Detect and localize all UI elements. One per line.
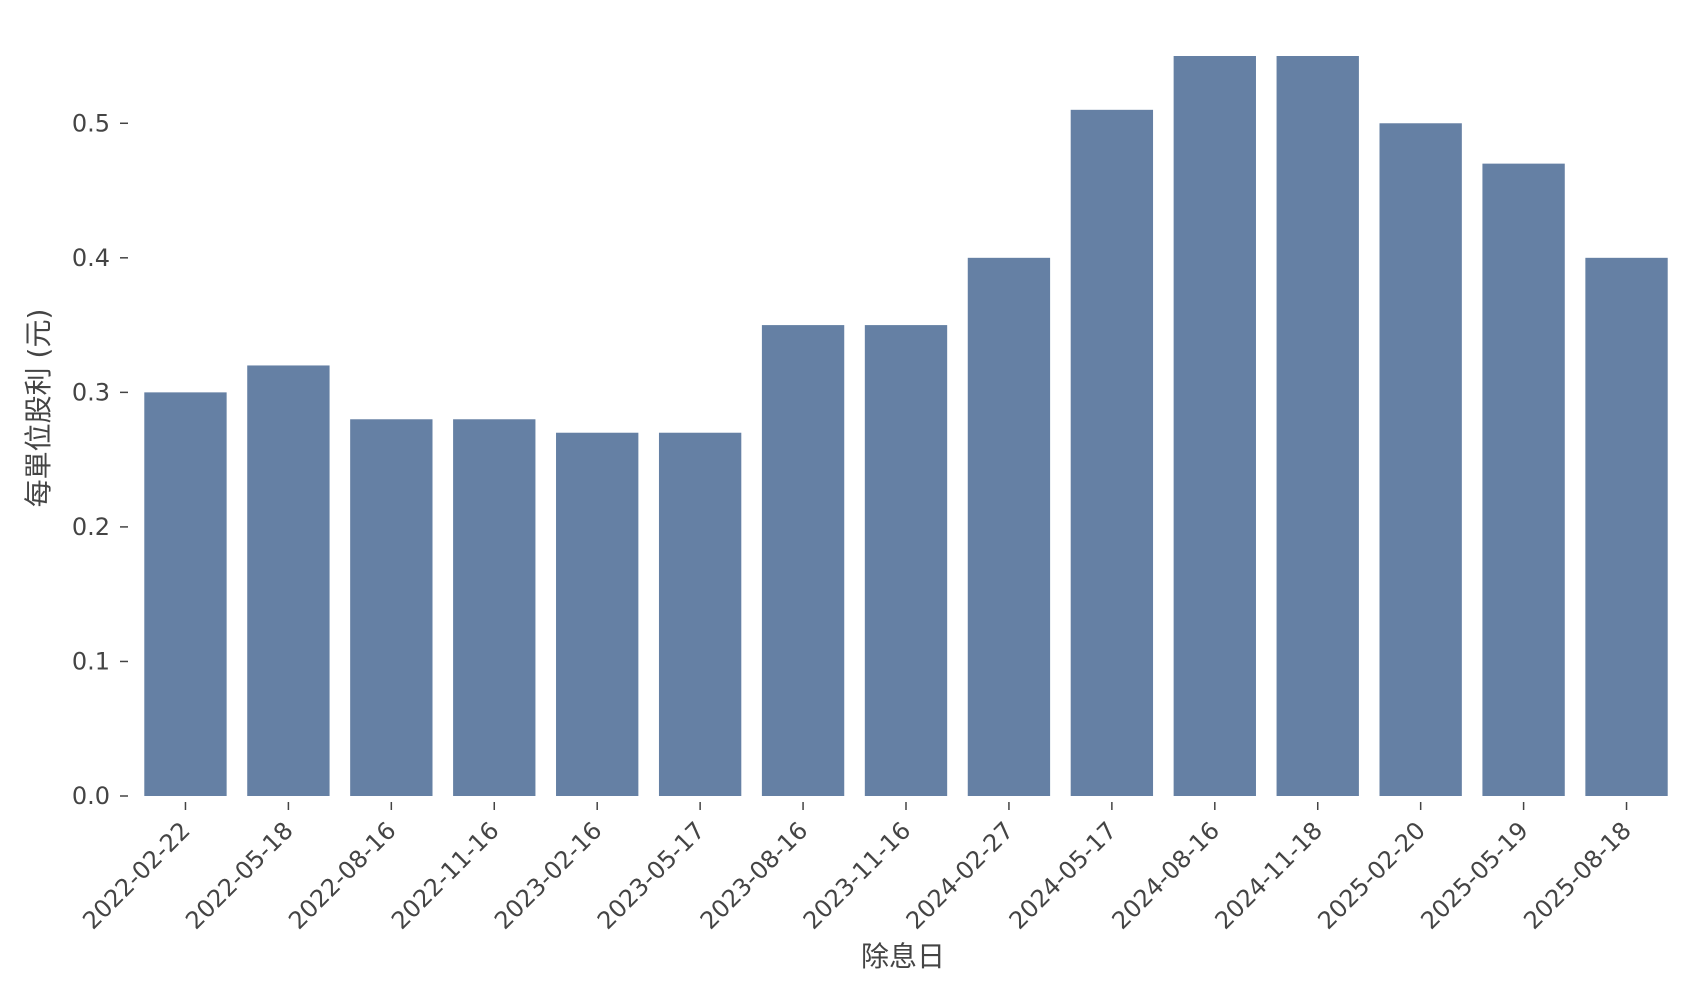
bar-2024-11-18 bbox=[1276, 56, 1359, 796]
y-tick-label: 0.1 bbox=[72, 647, 110, 675]
bar-2025-02-20 bbox=[1379, 123, 1462, 797]
bar-2023-08-16 bbox=[761, 325, 845, 796]
bar-2025-08-18 bbox=[1585, 257, 1668, 796]
x-tick-label: 2022-02-22 bbox=[77, 816, 195, 934]
bar-2025-05-19 bbox=[1482, 163, 1565, 797]
bar-2022-08-16 bbox=[350, 419, 433, 796]
y-tick-label: 0.2 bbox=[72, 513, 110, 541]
x-tick-label: 2024-11-18 bbox=[1210, 816, 1328, 934]
x-tick-label: 2022-11-16 bbox=[386, 816, 504, 934]
x-tick-label: 2024-08-16 bbox=[1107, 816, 1225, 934]
y-tick-label: 0.0 bbox=[72, 782, 110, 810]
bar-2022-11-16 bbox=[453, 419, 536, 796]
x-axis: 2022-02-222022-05-182022-08-162022-11-16… bbox=[77, 802, 1637, 935]
bar-2024-02-27 bbox=[967, 257, 1051, 796]
x-tick-label: 2024-05-17 bbox=[1004, 816, 1122, 934]
bars-group bbox=[144, 56, 1668, 797]
x-tick-label: 2025-02-20 bbox=[1312, 816, 1430, 934]
x-tick-label: 2023-05-17 bbox=[592, 816, 710, 934]
x-axis-label: 除息日 bbox=[861, 940, 945, 973]
y-tick-label: 0.3 bbox=[72, 378, 110, 406]
x-tick-label: 2024-02-27 bbox=[901, 816, 1019, 934]
x-tick-label: 2023-02-16 bbox=[489, 816, 607, 934]
bar-2023-02-16 bbox=[556, 432, 639, 796]
y-tick-label: 0.5 bbox=[72, 109, 110, 137]
x-tick-label: 2022-08-16 bbox=[283, 816, 401, 934]
bar-2023-11-16 bbox=[864, 325, 948, 796]
y-axis-label: 每單位股利 (元) bbox=[22, 309, 55, 508]
x-tick-label: 2025-05-19 bbox=[1415, 816, 1533, 934]
x-tick-label: 2025-08-18 bbox=[1518, 816, 1636, 934]
x-tick-label: 2022-05-18 bbox=[180, 816, 298, 934]
bar-2022-02-22 bbox=[144, 392, 227, 796]
bar-2024-05-17 bbox=[1070, 109, 1154, 797]
bar-2023-05-17 bbox=[658, 432, 742, 796]
x-tick-label: 2023-11-16 bbox=[798, 816, 916, 934]
y-axis: 0.0 0.1 0.2 0.3 0.4 0.5 bbox=[72, 109, 128, 810]
bar-2024-08-16 bbox=[1173, 56, 1256, 796]
bar-2022-05-18 bbox=[247, 365, 330, 796]
x-tick-label: 2023-08-16 bbox=[695, 816, 813, 934]
y-tick-label: 0.4 bbox=[72, 244, 110, 272]
